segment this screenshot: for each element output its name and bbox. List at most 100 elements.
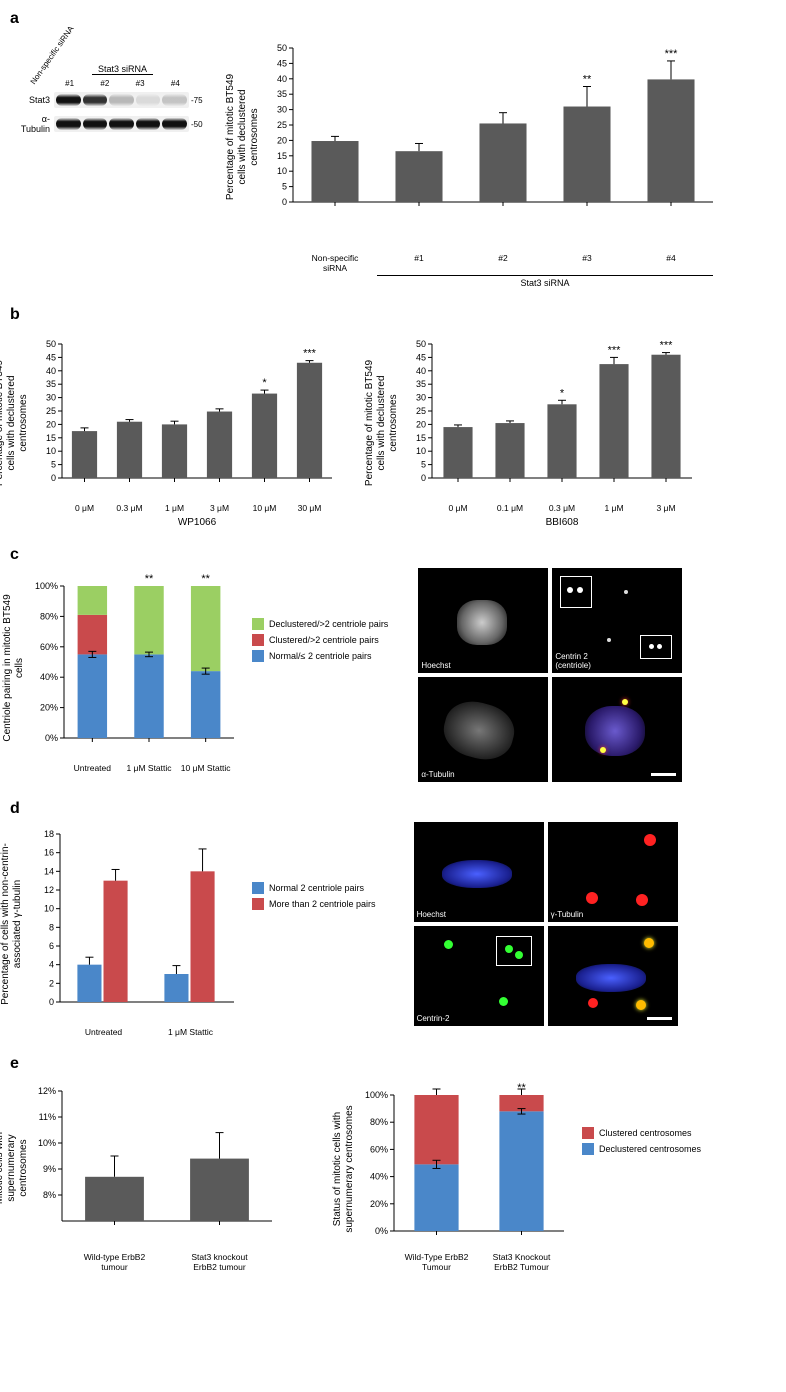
panel-a-chart: 05101520253035404550*****Percentage of m…: [241, 32, 721, 288]
svg-text:**: **: [517, 1082, 526, 1094]
svg-text:20%: 20%: [370, 1199, 388, 1209]
svg-text:20: 20: [416, 419, 426, 429]
panel-d: d 024681012141618Percentage of cells wit…: [10, 800, 776, 1037]
legend-e-1: Declustered centrosomes: [582, 1143, 701, 1155]
wb-lane-1: #1: [65, 79, 74, 88]
svg-text:2: 2: [49, 978, 54, 988]
svg-text:4: 4: [49, 960, 54, 970]
panel-e-label: e: [10, 1055, 776, 1073]
svg-text:0: 0: [51, 473, 56, 483]
wb-row1-label: Stat3: [16, 95, 54, 105]
wb-lane-4: #4: [171, 79, 180, 88]
wb-header-stat3: Stat3 siRNA: [92, 64, 153, 75]
svg-text:5: 5: [51, 460, 56, 470]
svg-text:15: 15: [416, 433, 426, 443]
legend-e-0: Clustered centrosomes: [582, 1127, 701, 1139]
svg-text:10: 10: [44, 904, 54, 914]
svg-text:45: 45: [277, 58, 287, 68]
svg-text:60%: 60%: [40, 642, 58, 652]
western-blot: Non-specific siRNA Stat3 siRNA #1 #2 #3 …: [16, 40, 211, 134]
panel-b-left-chart: 05101520253035404550****Percentage of mi…: [10, 328, 340, 528]
svg-text:25: 25: [416, 406, 426, 416]
svg-text:0: 0: [49, 997, 54, 1007]
svg-text:5: 5: [282, 182, 287, 192]
svg-text:**: **: [201, 573, 210, 585]
svg-text:40: 40: [416, 366, 426, 376]
panel-c-micrographs: Hoechst Centrin 2 (centriole) α-Tubulin: [418, 568, 682, 782]
legend-c-2: Normal/≤ 2 centriole pairs: [252, 650, 388, 662]
svg-text:10%: 10%: [38, 1138, 56, 1148]
svg-text:**: **: [145, 573, 154, 585]
panel-e: e 8%9%10%11%12%Mitotic cells with supern…: [10, 1055, 776, 1272]
svg-text:**: **: [583, 74, 592, 86]
svg-text:10: 10: [277, 166, 287, 176]
micrograph-d-hoechst: Hoechst: [414, 822, 544, 922]
micrograph-merge-c: [552, 677, 682, 782]
svg-text:50: 50: [46, 339, 56, 349]
svg-text:20: 20: [277, 135, 287, 145]
wb-lane-3: #3: [136, 79, 145, 88]
svg-text:40: 40: [277, 74, 287, 84]
svg-text:***: ***: [665, 48, 679, 60]
svg-text:25: 25: [46, 406, 56, 416]
svg-text:0: 0: [282, 197, 287, 207]
wb-mw-75: -75: [189, 96, 211, 105]
micrograph-d-merge: [548, 926, 678, 1026]
svg-text:45: 45: [416, 352, 426, 362]
svg-text:20%: 20%: [40, 703, 58, 713]
panel-d-legend: Normal 2 centriole pairs More than 2 cen…: [252, 882, 376, 914]
legend-c-0: Declustered/>2 centriole pairs: [252, 618, 388, 630]
svg-text:12%: 12%: [38, 1086, 56, 1096]
svg-text:18: 18: [44, 829, 54, 839]
micrograph-d-centrin2: Centrin-2: [414, 926, 544, 1026]
svg-text:12: 12: [44, 885, 54, 895]
panel-d-label: d: [10, 800, 776, 818]
wb-row2-label: α-Tubulin: [16, 114, 54, 134]
svg-text:0: 0: [421, 473, 426, 483]
svg-text:15: 15: [46, 433, 56, 443]
panel-c: c 0%20%40%60%80%100%****Centriole pairin…: [10, 546, 776, 782]
micrograph-d-gtubulin: γ-Tubulin: [548, 822, 678, 922]
svg-text:60%: 60%: [370, 1144, 388, 1154]
wb-lane-2: #2: [100, 79, 109, 88]
svg-text:40: 40: [46, 366, 56, 376]
svg-text:45: 45: [46, 352, 56, 362]
svg-text:35: 35: [416, 379, 426, 389]
panel-c-label: c: [10, 546, 776, 564]
svg-text:80%: 80%: [40, 611, 58, 621]
svg-text:30: 30: [416, 393, 426, 403]
svg-text:11%: 11%: [39, 1112, 56, 1122]
svg-text:8%: 8%: [43, 1190, 56, 1200]
svg-text:*: *: [262, 377, 267, 389]
svg-text:0%: 0%: [45, 733, 58, 743]
micrograph-hoechst: Hoechst: [418, 568, 548, 673]
svg-text:6: 6: [49, 941, 54, 951]
svg-text:100%: 100%: [365, 1090, 388, 1100]
panel-a-label: a: [10, 10, 19, 28]
svg-text:80%: 80%: [370, 1117, 388, 1127]
wb-mw-50: -50: [189, 120, 211, 129]
scale-bar-icon: [651, 773, 676, 776]
micrograph-centrin2: Centrin 2 (centriole): [552, 568, 682, 673]
svg-text:*: *: [560, 387, 565, 399]
svg-text:9%: 9%: [43, 1164, 56, 1174]
legend-d-1: More than 2 centriole pairs: [252, 898, 376, 910]
svg-text:15: 15: [277, 151, 287, 161]
panel-b-right-chart: 05101520253035404550*******Percentage of…: [380, 328, 700, 528]
svg-text:100%: 100%: [35, 581, 58, 591]
panel-e-right-chart: 0%20%40%60%80%100%**Status of mitotic ce…: [340, 1077, 570, 1272]
svg-text:30: 30: [277, 105, 287, 115]
scale-bar-icon: [647, 1017, 672, 1020]
svg-text:35: 35: [46, 379, 56, 389]
panel-b: b 05101520253035404550****Percentage of …: [10, 306, 776, 528]
svg-text:40%: 40%: [370, 1172, 388, 1182]
svg-text:8: 8: [49, 922, 54, 932]
panel-e-legend: Clustered centrosomes Declustered centro…: [582, 1127, 701, 1159]
svg-text:10: 10: [46, 446, 56, 456]
svg-text:***: ***: [608, 344, 622, 356]
panel-d-micrographs: Hoechst γ-Tubulin Centrin-2: [414, 822, 678, 1026]
svg-text:***: ***: [303, 348, 317, 360]
svg-text:50: 50: [277, 43, 287, 53]
panel-e-left-chart: 8%9%10%11%12%Mitotic cells with supernum…: [10, 1077, 280, 1272]
svg-text:40%: 40%: [40, 672, 58, 682]
